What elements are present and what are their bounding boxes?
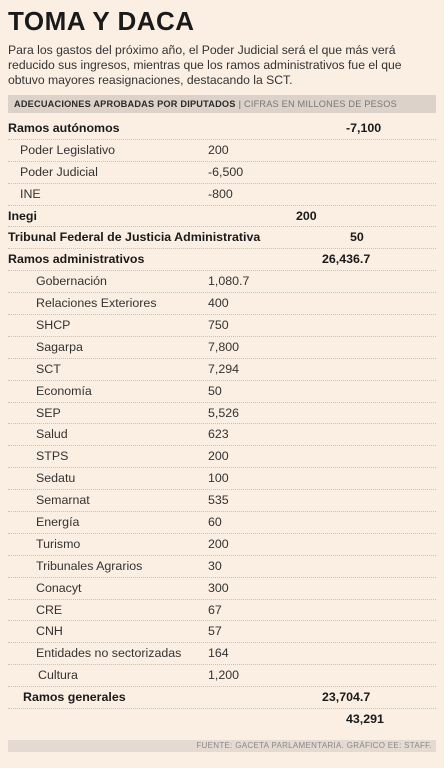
row-value: -6,500 — [208, 164, 244, 179]
row-turismo: Turismo 200 — [8, 534, 436, 556]
row-label: Poder Legislativo — [20, 142, 116, 157]
row-label: Energía — [36, 515, 80, 530]
budget-table: Ramos autónomos -7,100 Poder Legislativo… — [8, 118, 436, 731]
row-label: Semarnat — [36, 493, 90, 508]
row-label: Entidades no sectorizadas — [36, 646, 182, 661]
row-value: 7,294 — [208, 361, 240, 376]
row-total: 43,291 — [8, 709, 436, 731]
total-value: 43,291 — [346, 712, 384, 727]
table-header-units: CIFRAS EN MILLONES DE PESOS — [243, 99, 397, 109]
row-value: 300 — [208, 580, 229, 595]
table-header-title: ADECUACIONES APROBADAS POR DIPUTADOS — [14, 99, 236, 109]
row-ramos-autonomos: Ramos autónomos -7,100 — [8, 118, 436, 140]
source-credit: FUENTE: GACETA PARLAMENTARIA. GRÁFICO EE… — [196, 741, 432, 750]
row-value: 50 — [208, 383, 222, 398]
row-value: 50 — [350, 230, 364, 245]
row-sedatu: Sedatu 100 — [8, 468, 436, 491]
source-footer: FUENTE: GACETA PARLAMENTARIA. GRÁFICO EE… — [8, 740, 436, 752]
row-label: Gobernación — [36, 274, 107, 289]
row-value: 57 — [208, 624, 222, 639]
row-value: 67 — [208, 602, 222, 617]
row-ramos-generales: Ramos generales 23,704.7 — [8, 687, 436, 710]
row-sep: SEP 5,526 — [8, 403, 436, 425]
row-label: STPS — [36, 449, 69, 464]
row-label: Sedatu — [36, 471, 76, 486]
row-ramos-administrativos: Ramos administrativos 26,436.7 — [8, 249, 436, 272]
row-label: SEP — [36, 405, 61, 420]
row-entidades-no-sectorizadas: Entidades no sectorizadas 164 — [8, 643, 436, 666]
row-value: -7,100 — [346, 121, 382, 135]
row-value: 1,200 — [208, 668, 240, 683]
row-value: 623 — [208, 427, 229, 442]
row-label: Conacyt — [36, 580, 82, 595]
row-label: INE — [20, 186, 41, 201]
row-shcp: SHCP 750 — [8, 315, 436, 337]
row-label: Ramos administrativos — [8, 252, 145, 267]
row-value: 200 — [208, 449, 229, 464]
row-energia: Energía 60 — [8, 512, 436, 534]
row-stps: STPS 200 — [8, 446, 436, 469]
intro-paragraph: Para los gastos del próximo año, el Pode… — [8, 43, 402, 87]
row-label: Turismo — [36, 536, 81, 551]
row-value: 750 — [208, 318, 229, 333]
row-label: Tribunal Federal de Justicia Administrat… — [8, 230, 261, 245]
row-tribunales-agrarios: Tribunales Agrarios 30 — [8, 556, 436, 578]
row-cnh: CNH 57 — [8, 621, 436, 644]
row-value: 535 — [208, 493, 229, 508]
row-value: 26,436.7 — [322, 252, 371, 267]
row-ine: INE -800 — [8, 184, 436, 206]
row-value: 7,800 — [208, 339, 240, 354]
row-value: 100 — [208, 471, 229, 486]
row-value: -800 — [208, 186, 233, 201]
row-value: 200 — [296, 208, 317, 223]
row-tribunal-federal: Tribunal Federal de Justicia Administrat… — [8, 227, 436, 250]
table-header-separator: | — [238, 99, 241, 109]
row-label: CRE — [36, 602, 63, 617]
row-label: Sagarpa — [36, 339, 83, 354]
row-sagarpa: Sagarpa 7,800 — [8, 337, 436, 359]
row-value: 164 — [208, 646, 229, 661]
row-label: SHCP — [36, 318, 71, 333]
row-poder-legislativo: Poder Legislativo 200 — [8, 140, 436, 162]
row-label: Relaciones Exteriores — [36, 296, 157, 311]
row-label: Ramos generales — [23, 690, 126, 705]
row-label: Economía — [36, 383, 92, 398]
row-label: Inegi — [8, 208, 37, 223]
row-salud: Salud 623 — [8, 424, 436, 447]
row-label: Cultura — [38, 668, 78, 683]
row-sct: SCT 7,294 — [8, 359, 436, 381]
row-gobernacion: Gobernación 1,080.7 — [8, 271, 436, 294]
row-semarnat: Semarnat 535 — [8, 490, 436, 513]
row-label: Tribunales Agrarios — [36, 558, 143, 573]
row-label: SCT — [36, 361, 61, 376]
row-value: 5,526 — [208, 405, 240, 420]
row-conacyt: Conacyt 300 — [8, 578, 436, 600]
row-value: 400 — [208, 296, 229, 311]
row-label: Ramos autónomos — [8, 121, 120, 135]
row-value: 200 — [208, 142, 229, 157]
row-label: Poder Judicial — [20, 164, 98, 179]
row-label: CNH — [36, 624, 63, 639]
row-economia: Economía 50 — [8, 381, 436, 403]
row-value: 200 — [208, 536, 229, 551]
row-value: 30 — [208, 558, 222, 573]
row-poder-judicial: Poder Judicial -6,500 — [8, 162, 436, 184]
row-cre: CRE 67 — [8, 600, 436, 622]
row-relaciones-exteriores: Relaciones Exteriores 400 — [8, 293, 436, 316]
row-value: 23,704.7 — [322, 690, 371, 705]
row-cultura: Cultura 1,200 — [8, 665, 436, 688]
row-inegi: Inegi 200 — [8, 206, 436, 228]
table-header-bar: ADECUACIONES APROBADAS POR DIPUTADOS | CIF… — [8, 95, 436, 113]
page-title: TOMA Y DACA — [8, 6, 195, 36]
row-label: Salud — [36, 427, 68, 442]
row-value: 1,080.7 — [208, 274, 250, 289]
row-value: 60 — [208, 515, 222, 530]
